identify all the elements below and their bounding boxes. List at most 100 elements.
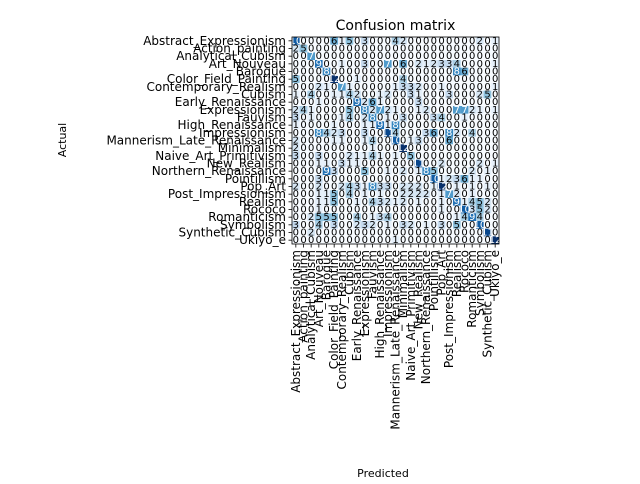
cell-value-label: 0: [346, 74, 352, 85]
cell-value-label: 1: [438, 82, 444, 93]
heatmap-cell: [399, 221, 408, 229]
cell-value-label: 0: [484, 59, 490, 70]
cell-value-label: 0: [369, 90, 375, 101]
heatmap-cell: [307, 67, 316, 76]
cell-value-label: 4: [477, 212, 483, 223]
heatmap-cell: [491, 205, 500, 214]
heatmap-cell: [445, 190, 454, 199]
cell-value-label: 0: [339, 44, 345, 55]
cell-value-label: 0: [362, 90, 368, 101]
heatmap-cell: [330, 136, 339, 145]
cell-value-label: 0: [316, 36, 322, 47]
heatmap-cell: [353, 228, 362, 237]
cell-value-label: 0: [316, 67, 322, 78]
cell-value-label: 3: [431, 113, 437, 124]
cell-value-label: 8: [369, 113, 375, 124]
heatmap-cell: [445, 205, 454, 214]
heatmap-cell: [307, 236, 316, 245]
cell-value-label: 0: [477, 97, 483, 108]
cell-value-label: 0: [400, 44, 406, 55]
heatmap-cell: [437, 113, 446, 122]
cell-value-label: 0: [323, 220, 329, 231]
heatmap-cell: [468, 90, 477, 99]
heatmap-cell: [368, 182, 377, 191]
heatmap-cell: [299, 37, 308, 45]
x-tick-label: Pointillism: [427, 250, 441, 311]
cell-value-label: 0: [308, 189, 314, 200]
cell-value-label: 0: [469, 220, 475, 231]
cell-value-label: 1: [377, 97, 383, 108]
heatmap-cell: [330, 37, 339, 45]
heatmap-cell: [445, 75, 454, 84]
heatmap-cell: [299, 98, 308, 107]
cell-value-label: 0: [400, 128, 406, 139]
cell-value-label: 0: [339, 189, 345, 200]
cell-value-label: 0: [369, 189, 375, 200]
heatmap-cell: [330, 121, 339, 130]
heatmap-cell: [315, 98, 323, 107]
cell-value-label: 0: [377, 235, 383, 246]
heatmap-cell: [345, 190, 354, 199]
heatmap-cell: [491, 136, 500, 145]
heatmap-cell: [407, 205, 415, 214]
cell-value-label: 1: [339, 59, 345, 70]
heatmap-cell: [453, 129, 461, 137]
heatmap-cell: [453, 60, 461, 68]
heatmap-cell: [422, 75, 431, 84]
cell-value-label: 0: [331, 143, 337, 154]
cell-value-label: 0: [431, 90, 437, 101]
cell-value-label: 0: [293, 228, 299, 239]
cell-value-label: 0: [415, 51, 421, 62]
cell-value-label: 0: [408, 235, 414, 246]
heatmap-cell: [460, 60, 469, 68]
heatmap-cell: [437, 205, 446, 214]
cell-value-label: 0: [431, 44, 437, 55]
cell-value-label: 5: [346, 36, 352, 47]
cell-value-label: 0: [377, 67, 383, 78]
heatmap-cell: [407, 75, 415, 84]
cell-value-label: 0: [423, 182, 429, 193]
cell-value-label: 1: [415, 166, 421, 177]
heatmap-cell: [391, 121, 400, 130]
cell-value-label: 5: [346, 105, 352, 116]
cell-value-label: 0: [377, 159, 383, 170]
cell-value-label: 0: [423, 143, 429, 154]
heatmap-cell: [437, 106, 446, 114]
heatmap-cell: [376, 44, 385, 53]
cell-value-label: 0: [392, 90, 398, 101]
cell-value-label: 0: [454, 51, 460, 62]
cell-value-label: 4: [385, 212, 391, 223]
heatmap-cell: [414, 44, 423, 53]
cell-value-label: 0: [446, 44, 452, 55]
heatmap-cell: [483, 198, 492, 206]
cell-value-label: 0: [300, 228, 306, 239]
cell-value-label: 1: [492, 159, 498, 170]
heatmap-cell: [437, 52, 446, 61]
cell-value-label: 8: [392, 120, 398, 131]
cell-value-label: 2: [400, 189, 406, 200]
x-tick-label: Realism: [450, 250, 464, 297]
cell-value-label: 0: [400, 174, 406, 185]
cell-value-label: 0: [423, 113, 429, 124]
heatmap-cell: [407, 90, 415, 99]
cell-value-label: 0: [431, 97, 437, 108]
cell-value-label: 4: [392, 128, 398, 139]
cell-value-label: 0: [431, 74, 437, 85]
cell-value-label: 6: [431, 128, 437, 139]
cell-value-label: 0: [423, 212, 429, 223]
heatmap-cell: [299, 175, 308, 183]
cell-value-label: 6: [400, 59, 406, 70]
cell-value-label: 1: [362, 151, 368, 162]
cell-value-label: 0: [461, 143, 467, 154]
heatmap-cell: [292, 221, 300, 229]
cell-value-label: 3: [469, 205, 475, 216]
heatmap-cell: [315, 60, 323, 68]
heatmap-cell: [491, 106, 500, 114]
cell-value-label: 1: [362, 182, 368, 193]
cell-value-label: 0: [300, 136, 306, 147]
cell-value-label: 1: [323, 159, 329, 170]
heatmap-cell: [460, 159, 469, 168]
heatmap-cell: [460, 182, 469, 191]
cell-value-label: 1: [308, 113, 314, 124]
cell-value-label: 0: [415, 143, 421, 154]
